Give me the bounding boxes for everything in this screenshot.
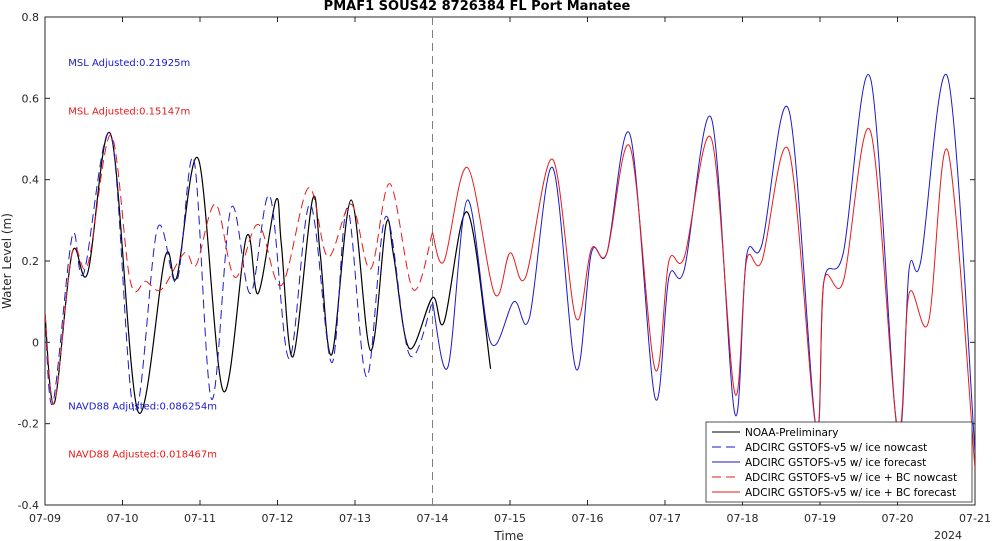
legend-box <box>705 421 973 503</box>
y-tick-label: 0 <box>32 336 39 349</box>
plot-area: -0.4 -0.2 0 0.2 0.4 0.6 0.8 07-09 07-10 07-11 07-1… <box>18 11 991 525</box>
datum-annotation: NAVD88 Adjusted:0.086254m <box>68 401 217 412</box>
chart-title: PMAF1 SOUS42 8726384 FL Port Manatee <box>324 0 631 14</box>
x-tick-label: 07-11 <box>184 512 216 525</box>
legend-entry: ADCIRC GSTOFS-v5 w/ ice + BC forecast <box>745 487 956 499</box>
x-tick-label: 07-20 <box>882 512 914 525</box>
x-tick-label: 07-18 <box>727 512 759 525</box>
x-tick-label: 07-16 <box>572 512 604 525</box>
x-tick-label: 07-14 <box>417 512 449 525</box>
y-tick-label: -0.4 <box>18 499 39 512</box>
legend-entry: ADCIRC GSTOFS-v5 w/ ice nowcast <box>745 442 927 454</box>
x-year-label: 2024 <box>934 529 962 541</box>
x-tick-label: 07-12 <box>262 512 294 525</box>
datum-annotation: NAVD88 Adjusted:0.018467m <box>68 449 217 460</box>
y-tick-label: 0.4 <box>22 174 40 187</box>
series-line-1 <box>45 131 433 413</box>
x-tick-label: 07-13 <box>339 512 371 525</box>
x-tick-label: 07-09 <box>29 512 61 525</box>
y-tick-label: -0.2 <box>18 418 39 431</box>
legend: NOAA-Preliminary ADCIRC GSTOFS-v5 w/ ice … <box>705 421 973 503</box>
x-tick-label: 07-19 <box>804 512 836 525</box>
series-line-3 <box>45 134 433 405</box>
x-tick-label: 07-17 <box>649 512 681 525</box>
y-tick-label: 0.2 <box>22 255 40 268</box>
legend-entry: ADCIRC GSTOFS-v5 w/ ice forecast <box>745 457 926 469</box>
y-tick-label: 0.6 <box>22 92 40 105</box>
datum-annotation: MSL Adjusted:0.21925m <box>68 58 190 69</box>
y-tick-label: 0.8 <box>22 11 40 24</box>
x-tick-label: 07-21 <box>959 512 991 525</box>
x-tick-label: 07-10 <box>107 512 139 525</box>
legend-entry: NOAA-Preliminary <box>745 427 838 439</box>
legend-entry: ADCIRC GSTOFS-v5 w/ ice + BC nowcast <box>745 472 957 484</box>
datum-annotation: MSL Adjusted:0.15147m <box>68 107 190 118</box>
y-axis-label: Water Level (m) <box>0 213 14 309</box>
x-tick-label: 07-15 <box>494 512 526 525</box>
x-axis-label: Time <box>493 529 523 541</box>
